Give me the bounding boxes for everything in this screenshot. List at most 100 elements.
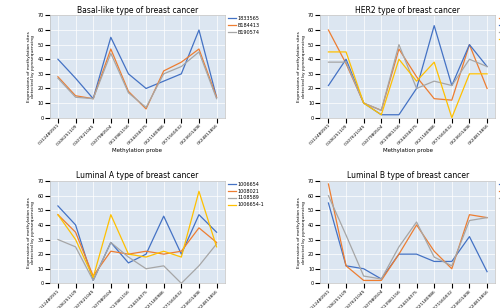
1343223: [484, 65, 490, 68]
1322677L: [343, 50, 349, 54]
Line: 1006654-1: 1006654-1: [58, 191, 216, 278]
1008021: [55, 213, 61, 217]
1322677: [396, 113, 402, 117]
1006654-1: [108, 213, 114, 217]
1322677L: [484, 72, 490, 76]
1006654: [178, 252, 184, 256]
1322677L: [449, 116, 455, 120]
B190574: [90, 97, 96, 100]
Y-axis label: Expressions of methylation sites
detected by pyrosequencing: Expressions of methylation sites detecte…: [27, 31, 36, 102]
1327135: [466, 43, 472, 47]
1327135: [414, 75, 420, 79]
1006654: [143, 252, 149, 256]
1833565: [214, 95, 220, 99]
Legend: 1327135, 1322677, 1343223, 1322677L: 1327135, 1322677, 1343223, 1322677L: [498, 15, 500, 42]
1327135: [449, 98, 455, 102]
B190574: [55, 76, 61, 80]
Title: HER2 type of breast cancer: HER2 type of breast cancer: [356, 6, 460, 14]
1322677L: [396, 57, 402, 61]
1319427: [396, 252, 402, 256]
1006654-1: [126, 252, 132, 256]
Line: 1322677: 1322677: [328, 26, 487, 115]
1322677: [378, 113, 384, 117]
Line: 1322677L: 1322677L: [328, 52, 487, 118]
1008021: [108, 249, 114, 253]
1833565: [126, 72, 132, 76]
1006654: [55, 204, 61, 208]
B190574: [72, 95, 78, 99]
1343223: [466, 57, 472, 61]
Line: 1833565: 1833565: [58, 30, 216, 99]
1343223: [449, 84, 455, 87]
1322677: [343, 57, 349, 61]
1322677: [431, 24, 437, 27]
1108589: [108, 241, 114, 244]
B190574: [214, 97, 220, 100]
1006654-1: [214, 245, 220, 249]
1329662: [414, 252, 420, 256]
1006654-1: [178, 255, 184, 259]
1329662: [466, 235, 472, 238]
B184413: [126, 90, 132, 93]
B184413: [55, 75, 61, 79]
Line: 1319427: 1319427: [328, 184, 487, 281]
1322677: [414, 87, 420, 90]
B190574: [178, 65, 184, 68]
B184413: [108, 47, 114, 51]
1343223: [396, 43, 402, 47]
Legend: 1329662, 1319427, 1310451: 1329662, 1319427, 1310451: [498, 181, 500, 201]
1319427: [343, 264, 349, 268]
1322677L: [414, 79, 420, 83]
1343223: [360, 101, 366, 105]
1833565: [55, 57, 61, 61]
B190574: [126, 91, 132, 95]
1008021: [160, 252, 166, 256]
B184413: [143, 107, 149, 111]
1008021: [214, 241, 220, 244]
1319427: [378, 279, 384, 282]
1006654-1: [196, 189, 202, 193]
Legend: 1833565, B184413, B190574: 1833565, B184413, B190574: [228, 15, 260, 35]
1327135: [360, 101, 366, 105]
1319427: [360, 279, 366, 282]
1108589: [90, 279, 96, 282]
1006654-1: [160, 249, 166, 253]
Line: 1008021: 1008021: [58, 215, 216, 276]
Line: 1327135: 1327135: [328, 30, 487, 110]
Y-axis label: Expressions of methylation sites
detected by pyrosequencing: Expressions of methylation sites detecte…: [298, 31, 306, 102]
1833565: [178, 72, 184, 76]
X-axis label: Methylation probe: Methylation probe: [382, 148, 432, 153]
Line: B190574: B190574: [58, 52, 216, 107]
1329662: [484, 270, 490, 274]
Line: 1310451: 1310451: [328, 196, 487, 279]
1343223: [414, 87, 420, 90]
1108589: [55, 238, 61, 241]
1343223: [378, 108, 384, 112]
1319427: [414, 223, 420, 227]
Title: Luminal A type of breast cancer: Luminal A type of breast cancer: [76, 171, 198, 180]
1327135: [326, 28, 332, 32]
1108589: [178, 282, 184, 285]
1833565: [72, 76, 78, 80]
Line: 1108589: 1108589: [58, 240, 216, 283]
1006654: [214, 230, 220, 234]
1322677: [466, 43, 472, 47]
B190574: [196, 50, 202, 54]
B190574: [143, 106, 149, 109]
1108589: [196, 264, 202, 268]
1006654: [126, 261, 132, 265]
1310451: [414, 220, 420, 224]
1833565: [90, 97, 96, 100]
Line: 1006654: 1006654: [58, 206, 216, 281]
1008021: [72, 230, 78, 234]
Title: Luminal B type of breast cancer: Luminal B type of breast cancer: [346, 171, 469, 180]
1008021: [126, 252, 132, 256]
1310451: [396, 245, 402, 249]
1108589: [143, 267, 149, 271]
1327135: [484, 87, 490, 90]
1310451: [343, 233, 349, 237]
1006654: [108, 241, 114, 244]
1327135: [396, 47, 402, 51]
B190574: [108, 51, 114, 55]
1343223: [326, 60, 332, 64]
